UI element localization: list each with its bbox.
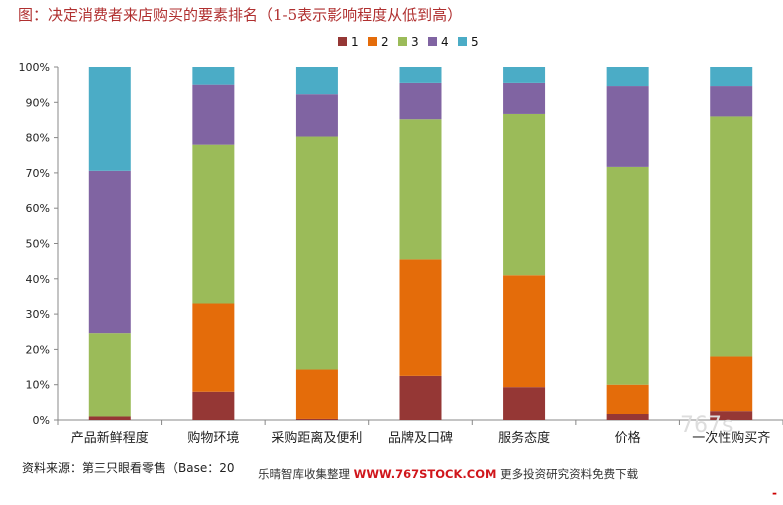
x-tick-label: 产品新鲜程度 <box>71 430 149 446</box>
y-tick-label: 50% <box>26 238 50 251</box>
page-marker: - <box>772 486 777 500</box>
bar-segment-5 <box>399 67 442 83</box>
x-tick-label: 购物环境 <box>187 430 239 446</box>
x-tick-label: 采购距离及便利 <box>271 430 362 446</box>
bar-segment-5 <box>503 67 546 83</box>
bar-segment-1 <box>710 411 753 420</box>
y-tick-label: 40% <box>26 273 50 286</box>
bar-segment-2 <box>710 356 753 412</box>
legend-label-2: 2 <box>381 35 389 49</box>
bar-segment-4 <box>192 84 235 145</box>
bar-segment-1 <box>399 375 442 420</box>
watermark-suffix: 更多投资研究资料免费下载 <box>500 467 639 481</box>
y-tick-label: 100% <box>19 61 50 74</box>
legend-label-1: 1 <box>351 35 359 49</box>
bar-segment-1 <box>192 391 235 420</box>
bar-segment-4 <box>606 86 649 167</box>
y-tick-label: 20% <box>26 343 50 356</box>
bar-segment-3 <box>399 119 442 260</box>
bar-segment-3 <box>606 166 649 385</box>
y-tick-label: 30% <box>26 308 50 321</box>
bar-segment-1 <box>606 413 649 420</box>
bar-segment-4 <box>710 86 753 117</box>
bar-segment-1 <box>88 416 131 420</box>
bar-segment-3 <box>710 116 753 357</box>
bar-segment-1 <box>295 418 338 420</box>
legend-swatch-3 <box>398 37 407 46</box>
bar-segment-4 <box>399 82 442 120</box>
bar-segment-4 <box>295 94 338 137</box>
bar-segment-5 <box>88 67 131 171</box>
source-note: 资料来源：第三只眼看零售（Base：20 <box>22 461 235 475</box>
bar-segment-5 <box>295 67 338 95</box>
bar-segment-2 <box>399 259 442 376</box>
bar-segment-4 <box>503 82 546 114</box>
bar-segment-2 <box>192 303 235 392</box>
bar-segment-3 <box>192 144 235 304</box>
x-tick-label: 品牌及口碑 <box>388 430 453 446</box>
watermark-url[interactable]: WWW.767STOCK.COM <box>353 467 497 481</box>
y-tick-label: 70% <box>26 167 50 180</box>
legend-label-5: 5 <box>471 35 479 49</box>
watermark-banner: 乐晴智库收集整理 WWW.767STOCK.COM 更多投资研究资料免费下载 <box>256 466 641 482</box>
y-tick-label: 10% <box>26 379 50 392</box>
x-tick-label: 服务态度 <box>498 430 550 446</box>
legend-label-4: 4 <box>441 35 449 49</box>
bar-segment-1 <box>503 387 546 420</box>
legend-swatch-1 <box>338 37 347 46</box>
bar-segment-4 <box>88 170 131 334</box>
corner-watermark: 767s <box>680 413 734 438</box>
bar-segment-5 <box>710 67 753 87</box>
bar-segment-5 <box>606 67 649 87</box>
y-tick-label: 0% <box>33 414 50 427</box>
legend-swatch-5 <box>458 37 467 46</box>
x-tick-label: 一次性购买齐 <box>692 430 770 446</box>
y-tick-label: 80% <box>26 132 50 145</box>
bar-segment-3 <box>88 333 131 417</box>
legend-label-3: 3 <box>411 35 419 49</box>
legend-swatch-4 <box>428 37 437 46</box>
bar-segment-2 <box>503 275 546 388</box>
legend-swatch-2 <box>368 37 377 46</box>
bar-segment-3 <box>295 136 338 370</box>
bar-segment-2 <box>606 384 649 414</box>
chart-title: 图：决定消费者来店购买的要素排名（1-5表示影响程度从低到高） <box>18 6 463 24</box>
y-tick-label: 60% <box>26 202 50 215</box>
bar-segment-3 <box>503 113 546 276</box>
bar-segment-2 <box>295 369 338 419</box>
bar-segment-5 <box>192 67 235 85</box>
y-tick-label: 90% <box>26 96 50 109</box>
watermark-prefix: 乐晴智库收集整理 <box>258 467 350 481</box>
x-tick-label: 价格 <box>615 430 641 446</box>
